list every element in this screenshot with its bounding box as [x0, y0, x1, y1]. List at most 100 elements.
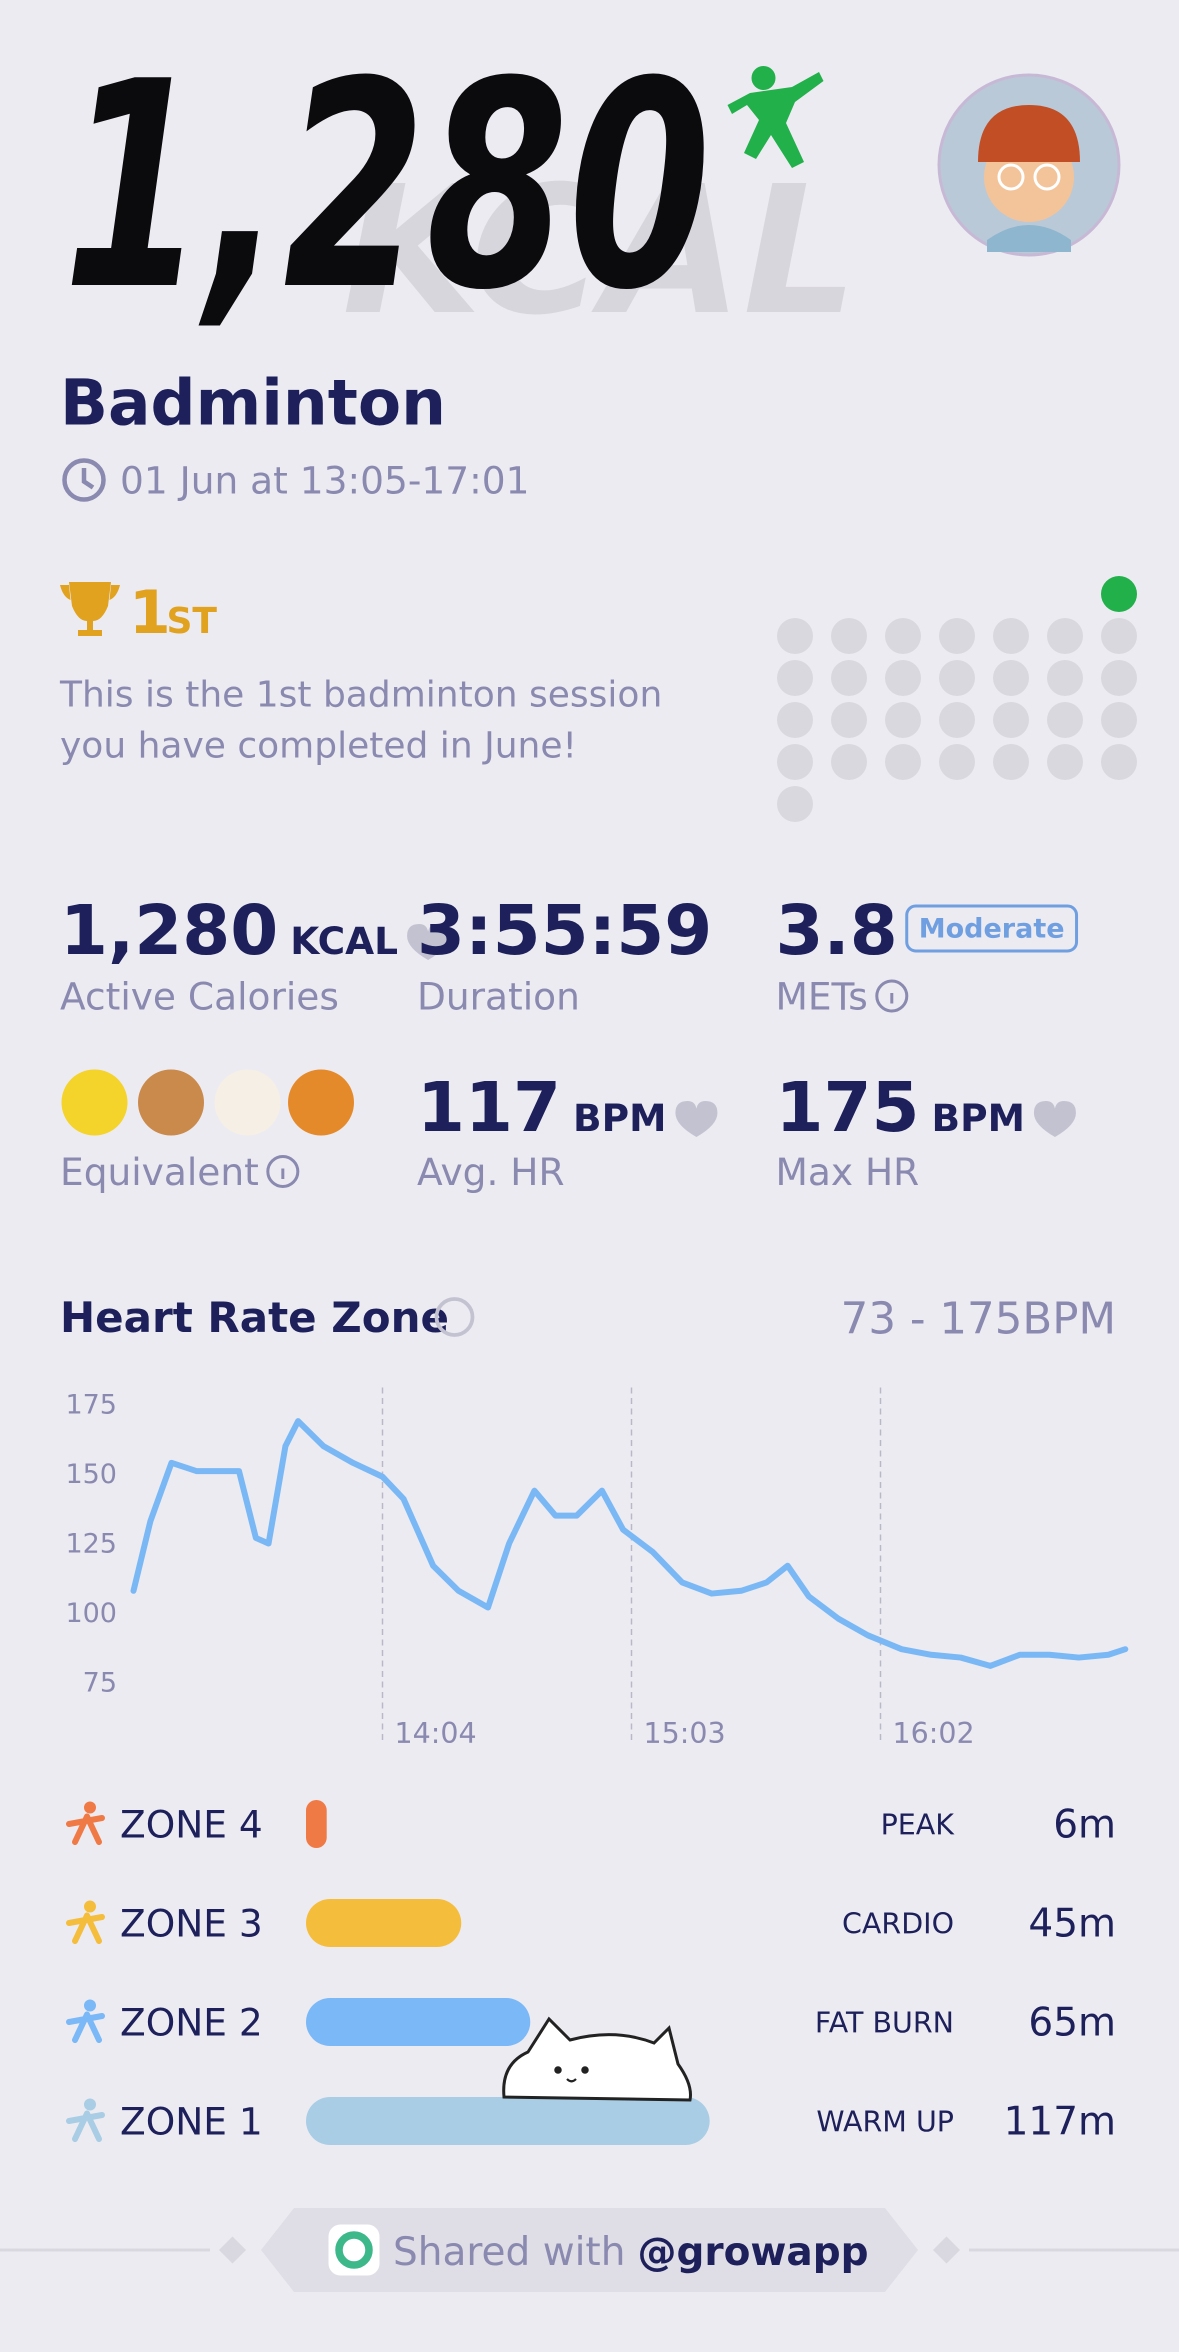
y-tick-label: 150: [65, 1459, 117, 1490]
rank: 1: [129, 578, 171, 648]
achievement-line: you have completed in June!: [60, 726, 577, 767]
zone-type: CARDIO: [842, 1908, 954, 1941]
zone-icon-head: [84, 2098, 96, 2111]
y-tick-label: 125: [65, 1529, 117, 1560]
stat-value: 3.8: [776, 891, 898, 971]
zone-duration: 6m: [1053, 1803, 1116, 1848]
stat-value: 175: [776, 1068, 920, 1148]
rank-suffix: ST: [167, 601, 218, 642]
dot: [1047, 660, 1083, 696]
heart-rate-line: [130, 1418, 1129, 1669]
avatar[interactable]: [937, 73, 1121, 257]
dot: [939, 660, 975, 696]
kcal-watermark: KCAL: [342, 148, 858, 354]
section-title: Heart Rate Zone: [60, 1293, 449, 1342]
y-tick-label: 75: [83, 1668, 117, 1699]
dot: [777, 618, 813, 654]
zone-icon-body: [66, 2110, 105, 2142]
dot: [1101, 660, 1137, 696]
activity-name: Badminton: [60, 367, 446, 440]
y-tick-label: 100: [65, 1598, 117, 1629]
stat-label: Active Calories: [60, 975, 339, 1019]
info-icon[interactable]: [434, 1297, 475, 1337]
zone-icon-head: [84, 1999, 96, 2012]
dot: [1047, 702, 1083, 738]
zone-duration: 45m: [1028, 1902, 1116, 1947]
dot: [1047, 744, 1083, 780]
zone-bar: [306, 2097, 710, 2145]
dot: [1101, 702, 1137, 738]
x-tick-label: 15:03: [644, 1717, 726, 1750]
share-prefix: Shared with: [393, 2230, 625, 2275]
activity-time: 01 Jun at 13:05-17:01: [120, 459, 529, 503]
stat-value: 1,280: [60, 891, 278, 971]
heart-icon: [1033, 1101, 1076, 1137]
dot: [939, 702, 975, 738]
stat-value: 3:55:59: [417, 891, 712, 971]
zone-name: ZONE 2: [120, 2001, 263, 2045]
dot: [993, 618, 1029, 654]
info-icon: [266, 1155, 300, 1188]
stat-unit: BPM: [573, 1096, 666, 1140]
achievement-line: This is the 1st badminton session: [59, 675, 662, 716]
zone-type: WARM UP: [816, 2106, 954, 2139]
dot: [939, 744, 975, 780]
cat-decoration: [502, 2016, 692, 2102]
heart-icon: [675, 1101, 718, 1137]
dot: [885, 660, 921, 696]
clock-icon: [62, 458, 106, 502]
dot: [885, 702, 921, 738]
x-tick-label: 16:02: [893, 1717, 975, 1750]
zone-bar: [306, 1800, 327, 1848]
dot: [831, 702, 867, 738]
hr-range: 73 - 175BPM: [841, 1295, 1116, 1345]
stat-label: Duration: [417, 975, 580, 1019]
food-icon: [288, 1069, 354, 1136]
dot: [993, 660, 1029, 696]
zone-duration: 65m: [1028, 2001, 1116, 2046]
zone-bar: [306, 1899, 462, 1947]
dot: [939, 618, 975, 654]
footer: [0, 2208, 1179, 2292]
dot: [885, 744, 921, 780]
x-tick-label: 14:04: [395, 1717, 477, 1750]
trophy-icon: [60, 582, 120, 636]
zone-icon-head: [84, 1900, 96, 1913]
zone-icon-body: [66, 1912, 105, 1944]
zone-bar: [306, 1998, 531, 2046]
intensity-badge: [905, 904, 1079, 953]
dot: [777, 660, 813, 696]
clock-hands: [81, 468, 95, 490]
month-dots: [777, 576, 1137, 822]
food-icon: [214, 1069, 281, 1136]
dot: [1101, 618, 1137, 654]
share-handle[interactable]: @growapp: [637, 2230, 868, 2275]
stat-unit: BPM: [932, 1096, 1025, 1140]
dot: [831, 660, 867, 696]
dot-today: [1101, 576, 1137, 612]
food-icon: [138, 1069, 204, 1136]
stat-value: 117: [417, 1068, 561, 1148]
zone-duration: 117m: [1004, 2100, 1116, 2145]
stat-label: Max HR: [776, 1150, 920, 1194]
stat-label: Avg. HR: [417, 1150, 565, 1194]
food-icon: [61, 1069, 128, 1136]
stat-label: Equivalent: [60, 1150, 259, 1194]
intensity-label: Moderate: [919, 914, 1065, 945]
y-tick-label: 175: [65, 1389, 117, 1420]
stat-unit: KCAL: [290, 919, 398, 963]
dot: [777, 744, 813, 780]
dot: [1101, 744, 1137, 780]
calories-hero: 1,280: [63, 21, 711, 353]
zone-name: ZONE 3: [120, 1902, 263, 1946]
dot: [993, 702, 1029, 738]
dot: [777, 786, 813, 822]
zone-icon-body: [66, 2011, 105, 2043]
heart-icon: [407, 924, 450, 960]
info-icon: [875, 979, 909, 1013]
dot: [993, 744, 1029, 780]
zone-name: ZONE 1: [120, 2100, 263, 2144]
zone-icon-head: [84, 1801, 96, 1814]
